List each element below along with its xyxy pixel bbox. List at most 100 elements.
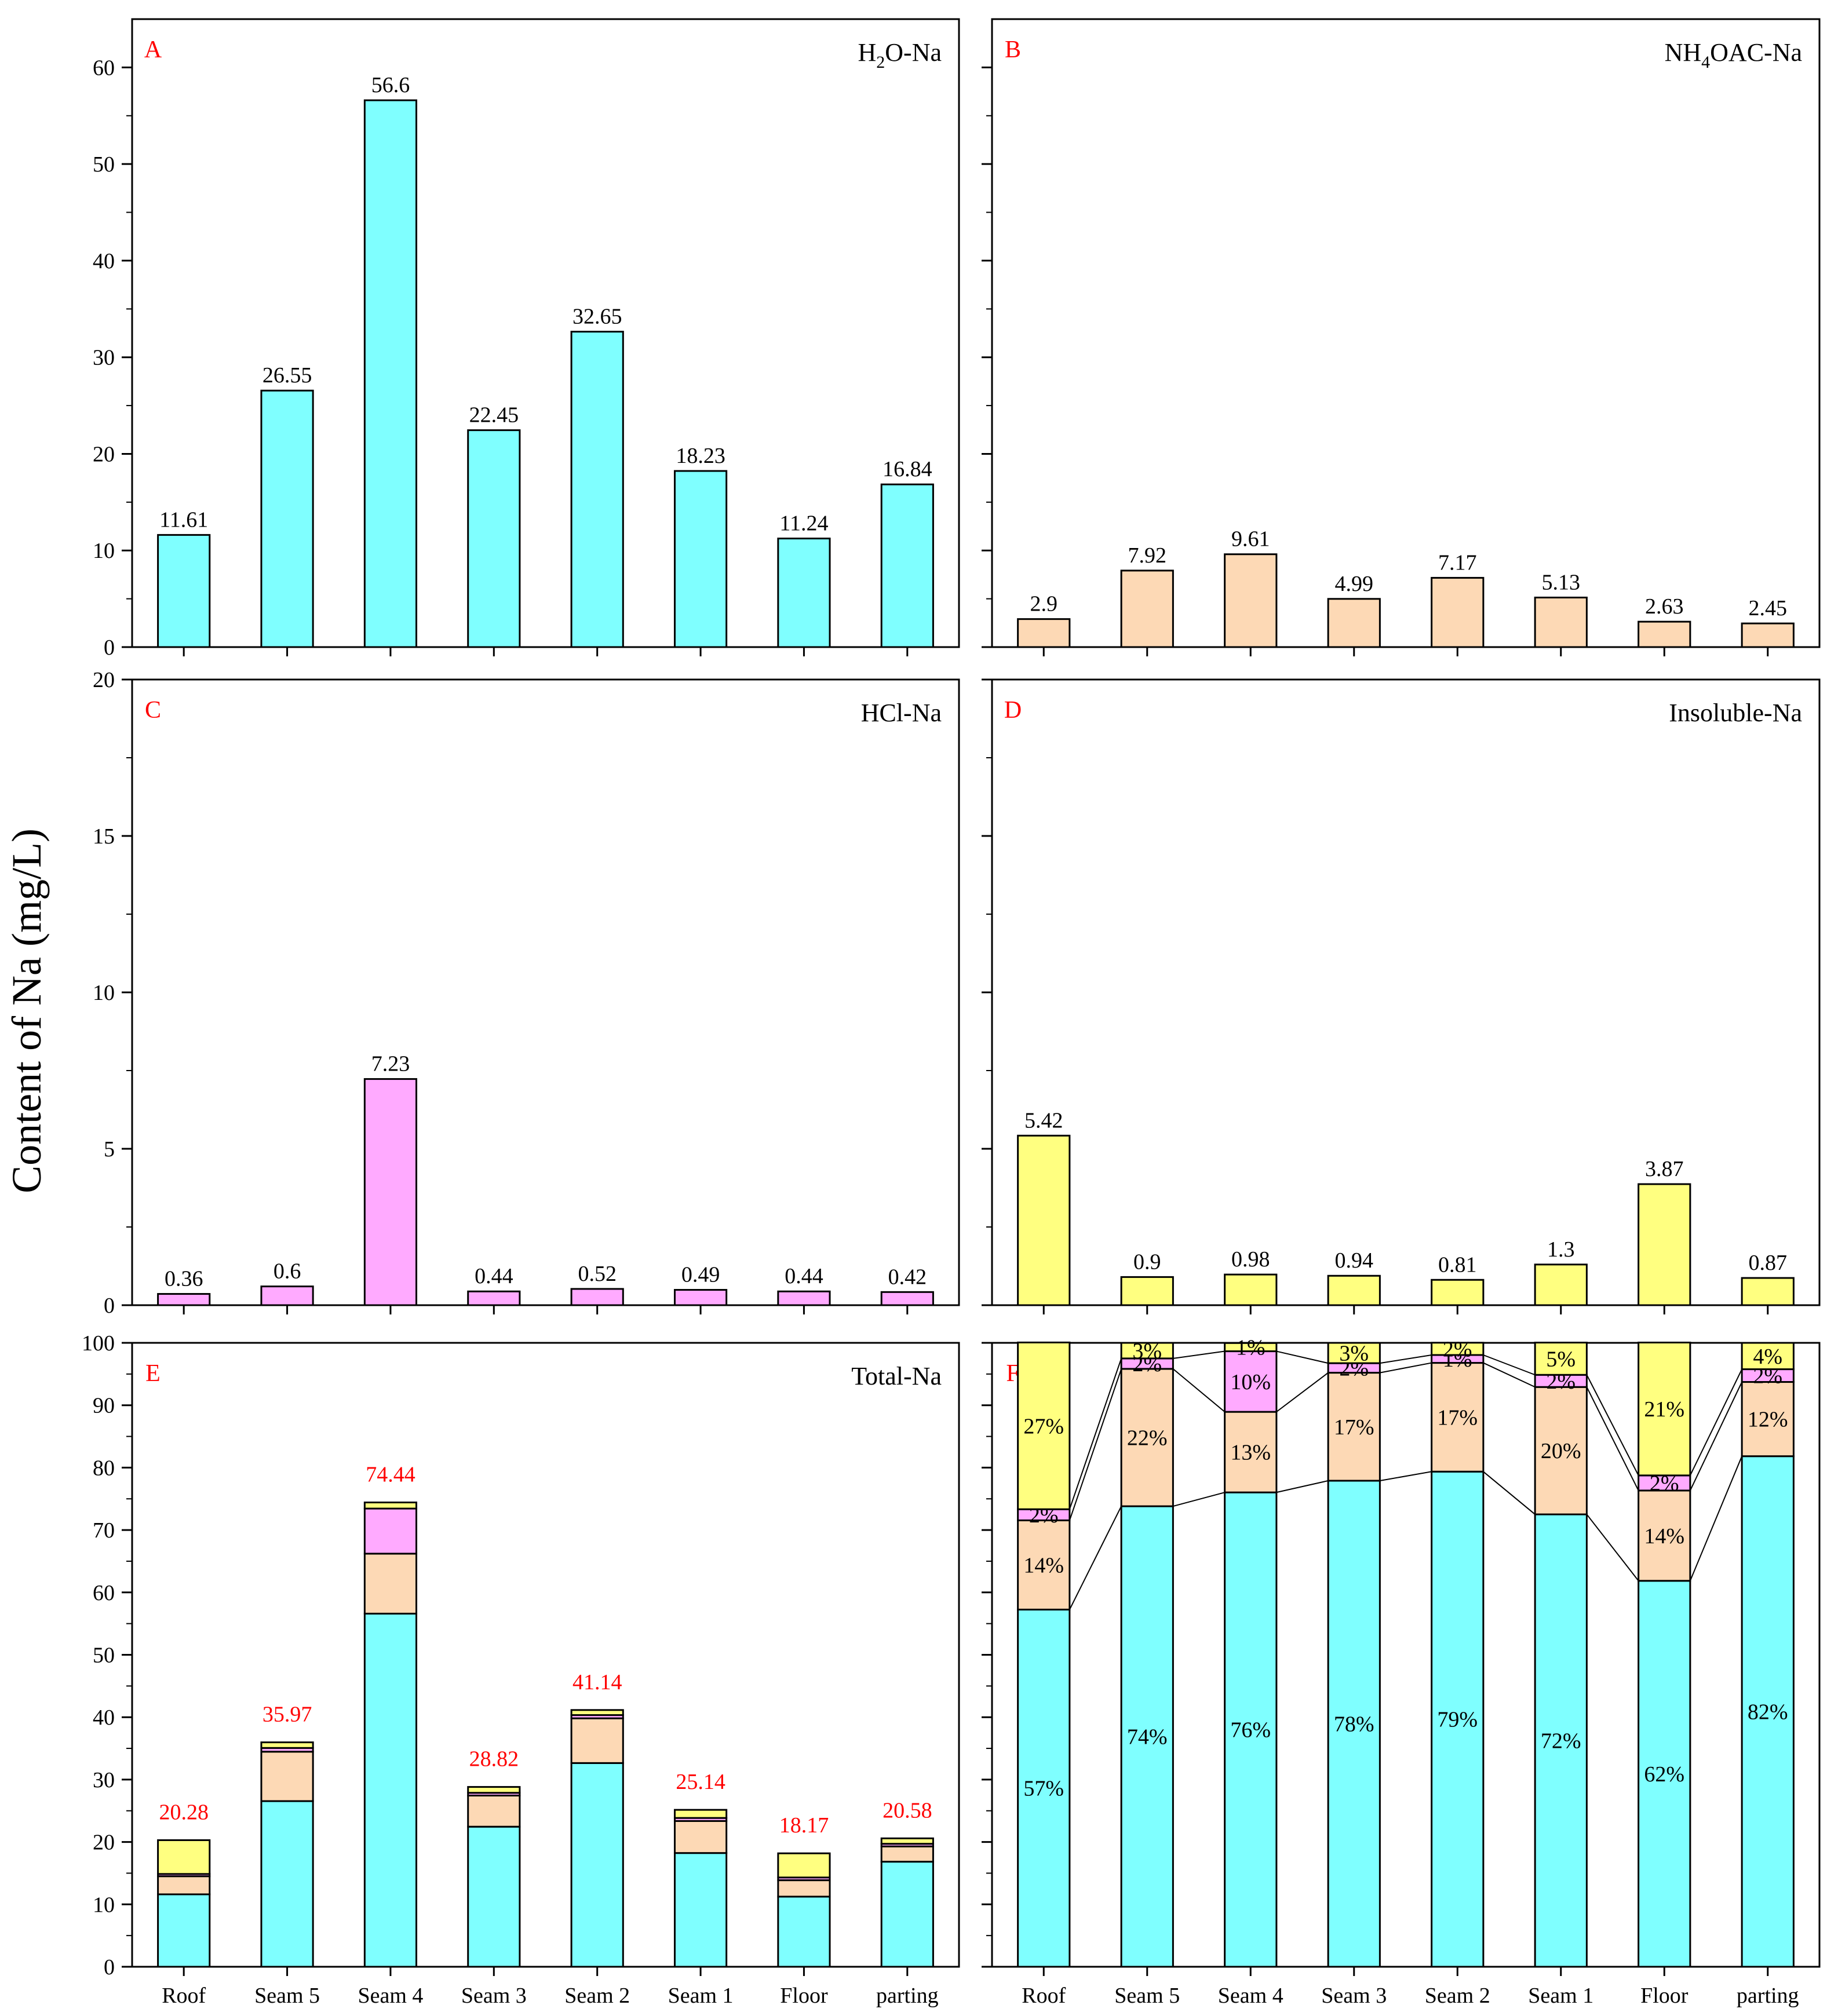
percent-segment <box>1431 1362 1485 1473</box>
bar-value-label: 26.55 <box>262 363 312 388</box>
percent-label: 72% <box>1541 1729 1581 1754</box>
y-tick-label: 70 <box>93 1518 115 1543</box>
total-value-label: 18.17 <box>779 1813 829 1838</box>
bar-value-label: 0.44 <box>785 1264 823 1288</box>
stack-segment <box>777 1879 831 1898</box>
bar <box>1638 1183 1691 1306</box>
bar <box>260 389 314 648</box>
x-tick-label: Seam 5 <box>254 1984 320 2008</box>
connector-line <box>1173 1350 1225 1359</box>
connector-line <box>1276 1372 1329 1412</box>
percent-segment <box>1534 1342 1588 1376</box>
panel-F: F57%14%2%27%74%22%2%3%76%13%10%1%78%17%2… <box>982 1335 1821 2008</box>
bar <box>570 1288 624 1306</box>
bar-value-label: 18.23 <box>676 444 725 468</box>
percent-segment <box>1224 1342 1278 1353</box>
bar <box>1327 598 1381 648</box>
bar-value-label: 2.63 <box>1645 594 1684 619</box>
percent-segment <box>1224 1411 1278 1493</box>
stack-segment <box>363 1507 418 1555</box>
percent-label: 27% <box>1023 1414 1064 1438</box>
bar-value-label: 2.9 <box>1030 592 1058 616</box>
bar-value-label: 9.61 <box>1231 527 1270 552</box>
bar <box>1741 622 1795 648</box>
percent-segment <box>1638 1580 1691 1968</box>
connector-line <box>1689 1456 1743 1582</box>
x-tick-label: Roof <box>1022 1984 1066 2008</box>
y-axis-title: Content of Na (mg/L) <box>3 828 50 1193</box>
panel-title: Insoluble-Na <box>1669 699 1802 727</box>
y-tick-label: 0 <box>104 1294 115 1318</box>
percent-segment <box>1741 1381 1795 1458</box>
stack-segment <box>260 1751 314 1802</box>
percent-label: 5% <box>1546 1347 1576 1371</box>
plot-frame <box>991 18 1821 648</box>
panel-C: 0 5 10 15 20 C HCl-Na 0.36 0.6 7.23 0.44 0.52 0.49 0.… <box>93 668 960 1318</box>
percent-segment <box>1534 1513 1588 1968</box>
stack-segment <box>260 1741 314 1749</box>
bar <box>673 470 728 648</box>
percent-label: 76% <box>1230 1718 1271 1743</box>
percent-label: 10% <box>1230 1370 1271 1394</box>
y-tick-label: 50 <box>93 1644 115 1668</box>
percent-label: 21% <box>1644 1397 1684 1422</box>
connector-line <box>1380 1362 1432 1374</box>
y-tick-label: 30 <box>93 1768 115 1792</box>
bar-value-label: 2.45 <box>1749 596 1788 620</box>
percent-segment <box>1224 1350 1278 1413</box>
total-value-label: 41.14 <box>572 1670 622 1694</box>
bar-value-label: 5.42 <box>1024 1108 1063 1133</box>
bar-value-label: 0.49 <box>681 1263 720 1287</box>
stack-segment <box>673 1820 728 1854</box>
connector-line <box>1173 1492 1225 1507</box>
connector-line <box>1689 1382 1743 1491</box>
percent-label: 22% <box>1127 1426 1168 1450</box>
percent-segment <box>1431 1342 1485 1356</box>
bar <box>363 1078 418 1306</box>
y-tick-label: 15 <box>93 824 115 849</box>
stack-segment <box>363 1501 418 1510</box>
percent-label: 79% <box>1437 1708 1478 1732</box>
connector-line <box>1483 1362 1536 1388</box>
connector-line <box>1380 1471 1432 1482</box>
bar <box>1017 618 1071 648</box>
x-tick-label: Seam 4 <box>358 1984 423 2008</box>
y-tick-label: 40 <box>93 249 115 273</box>
percent-label: 74% <box>1127 1725 1168 1750</box>
x-tick-label: Seam 5 <box>1114 1984 1180 2008</box>
connector-line <box>1483 1354 1536 1376</box>
connector-line <box>1483 1471 1536 1515</box>
y-tick-label: 10 <box>93 1893 115 1917</box>
y-tick-label: 60 <box>93 56 115 80</box>
connector-line <box>1069 1368 1122 1521</box>
bar-value-label: 0.42 <box>888 1265 927 1289</box>
bar <box>467 429 521 648</box>
stack-segment <box>157 1875 211 1896</box>
percent-segment <box>1017 1519 1071 1610</box>
stack-segment <box>363 1612 418 1968</box>
percent-label: 1% <box>1236 1335 1266 1360</box>
bar-value-label: 11.24 <box>779 512 828 536</box>
percent-segment <box>1224 1491 1278 1968</box>
panel-B: B NH4OAC-Na 2.9 7.92 9.61 4.99 7.17 5.13 2.63 2.4… <box>982 18 1821 656</box>
bar-value-label: 56.6 <box>371 73 410 97</box>
panel-letter: B <box>1005 36 1021 63</box>
stack-segment <box>880 1845 934 1863</box>
percent-segment <box>1638 1474 1691 1492</box>
stack-segment <box>570 1762 624 1968</box>
percent-label: 12% <box>1748 1408 1788 1432</box>
panel-letter: F <box>1006 1360 1019 1387</box>
bar-value-label: 7.23 <box>371 1052 410 1076</box>
y-tick-label: 20 <box>93 1831 115 1855</box>
total-value-label: 20.58 <box>882 1798 932 1823</box>
percent-segment <box>1327 1372 1381 1482</box>
panel-E: 0 10 20 30 40 50 60 70 80 90 100 E Total-Na 20.28 35.9… <box>82 1331 960 2008</box>
y-tick-label: 100 <box>82 1331 115 1356</box>
percent-label: 3% <box>1132 1339 1162 1363</box>
percent-segment <box>1741 1342 1795 1371</box>
connector-line <box>1069 1358 1122 1510</box>
percent-segment <box>1327 1342 1381 1364</box>
panel-letter: C <box>145 697 161 724</box>
percent-label: 17% <box>1334 1415 1374 1440</box>
connector-line <box>1586 1374 1639 1476</box>
